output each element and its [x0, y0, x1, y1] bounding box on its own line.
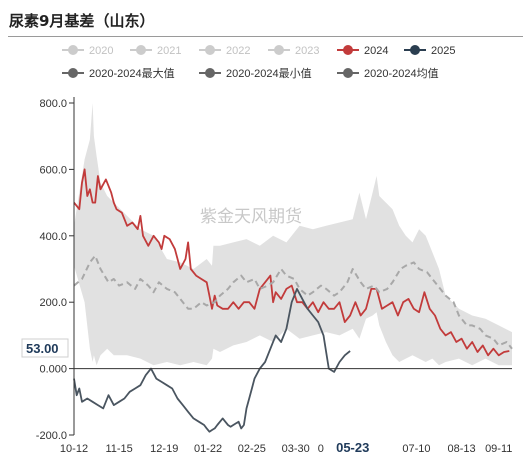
legend-item-2021[interactable]: 2021	[130, 45, 181, 57]
legend-label: 2020-2024最大值	[89, 66, 175, 80]
legend-swatch-dot	[343, 45, 353, 55]
x-tick-label: 11-15	[105, 443, 132, 455]
legend-item-2022[interactable]: 2022	[199, 45, 250, 57]
x-tick-label: 02-25	[238, 443, 266, 455]
x-tick-label: 03-30	[282, 443, 310, 455]
series-line-2025	[73, 288, 351, 433]
legend-swatch-dot	[410, 45, 420, 55]
watermark: 紫金天风期货	[200, 207, 302, 227]
x-tick-label: 08-13	[447, 443, 475, 455]
x-tick-label: 05-23	[336, 440, 369, 455]
y-tick-label: 200.0	[39, 297, 67, 309]
legend-label: 2020-2024均值	[364, 67, 439, 80]
last-value-box	[21, 338, 69, 358]
legend-swatch-dot	[343, 68, 353, 78]
legend-label: 2025	[431, 45, 455, 57]
series-line-2020-2024均值	[73, 254, 513, 350]
range-band-area	[74, 103, 512, 366]
legend-label: 2021	[157, 45, 181, 57]
x-tick-label: 0	[318, 443, 324, 455]
legend: 2020 2021 2022 2023 2024 2025 2020-2024最大值 2020…	[62, 45, 455, 80]
x-tick-label: 09-11	[485, 443, 512, 455]
legend-swatch-dot	[68, 68, 78, 78]
y-tick-label: 800.0	[39, 98, 67, 110]
legend-item-2023[interactable]: 2023	[268, 45, 319, 57]
legend-label: 2020-2024最小值	[226, 67, 312, 80]
legend-item-2020[interactable]: 2020	[62, 45, 113, 57]
legend-label: 2023	[295, 45, 319, 57]
legend-swatch-dot	[205, 45, 215, 55]
x-tick-label: 01-22	[194, 443, 222, 455]
legend-label: 2022	[226, 45, 250, 57]
last-value-label: 53.00	[26, 341, 59, 356]
x-tick-label: 07-10	[402, 443, 430, 455]
legend-swatch-dot	[68, 45, 78, 55]
legend-item-2020-2024最大值[interactable]: 2020-2024最大值	[62, 66, 175, 80]
legend-swatch-dot	[205, 68, 215, 78]
y-tick-label: 400.0	[39, 231, 67, 243]
title-divider	[8, 36, 523, 37]
page-title: 尿素9月基差（山东）	[9, 12, 155, 30]
range-band-layer	[74, 103, 512, 366]
legend-item-2025[interactable]: 2025	[404, 45, 455, 57]
legend-item-2020-2024均值[interactable]: 2020-2024均值	[337, 67, 439, 80]
legend-swatch-dot	[274, 45, 284, 55]
legend-label: 2024	[364, 45, 388, 57]
y-tick-label: 600.0	[39, 164, 67, 176]
series-layer	[73, 168, 513, 433]
x-tick-label: 12-19	[150, 443, 178, 455]
legend-swatch-dot	[136, 45, 146, 55]
last-value-marker: 53.00	[21, 338, 69, 358]
legend-label: 2020	[89, 45, 113, 57]
legend-item-2020-2024最小值[interactable]: 2020-2024最小值	[199, 67, 312, 80]
legend-item-2024[interactable]: 2024	[337, 45, 388, 57]
y-tick-label: 0.000	[39, 364, 67, 376]
series-line-2024	[73, 168, 510, 357]
x-tick-label: 10-12	[60, 443, 88, 455]
y-tick-label: -200.0	[36, 430, 67, 442]
chart-axes: 800.0 600.0 400.0 200.0 0.000 -200.010-12 11-1…	[36, 97, 512, 455]
